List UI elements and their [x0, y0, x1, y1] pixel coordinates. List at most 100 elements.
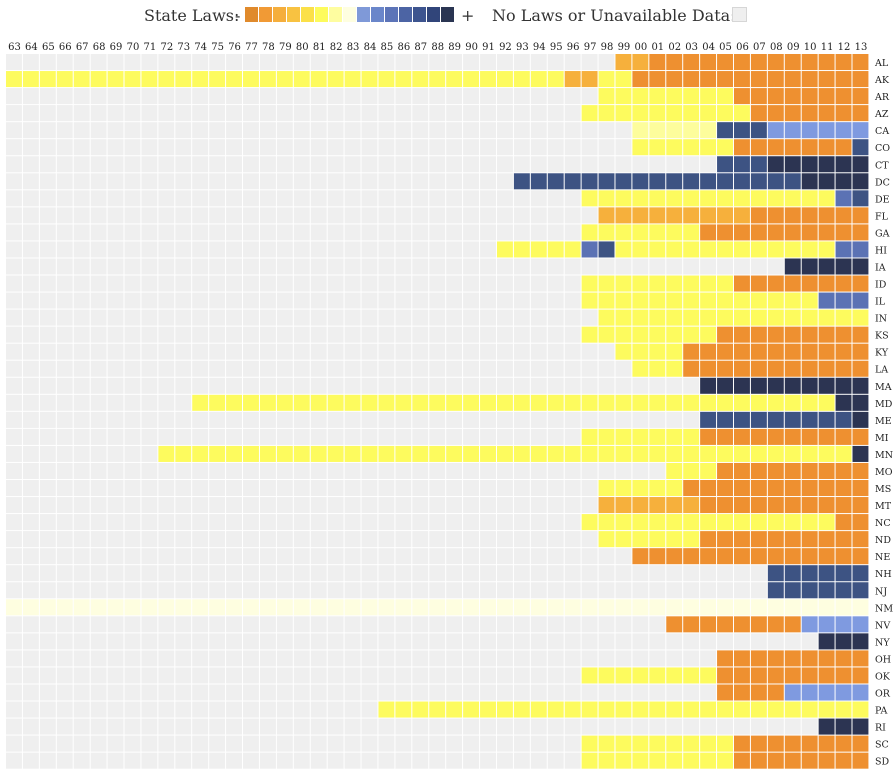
heatmap-cell[interactable] [141, 718, 158, 735]
heatmap-cell[interactable] [56, 445, 73, 462]
heatmap-cell[interactable] [463, 514, 480, 531]
heatmap-cell[interactable] [39, 445, 56, 462]
heatmap-cell[interactable] [6, 633, 22, 650]
heatmap-cell[interactable] [767, 360, 784, 377]
heatmap-cell[interactable] [73, 190, 90, 207]
heatmap-cell[interactable] [784, 326, 801, 343]
heatmap-cell[interactable] [463, 377, 480, 394]
heatmap-cell[interactable] [717, 54, 733, 71]
heatmap-cell[interactable] [412, 173, 429, 190]
heatmap-cell[interactable] [446, 292, 463, 309]
heatmap-cell[interactable] [344, 190, 361, 207]
heatmap-cell[interactable] [446, 718, 463, 735]
heatmap-cell[interactable] [192, 428, 209, 445]
heatmap-cell[interactable] [158, 701, 175, 718]
heatmap-cell[interactable] [581, 650, 598, 667]
heatmap-cell[interactable] [22, 633, 39, 650]
heatmap-cell[interactable] [700, 650, 717, 667]
heatmap-cell[interactable] [717, 565, 733, 582]
heatmap-cell[interactable] [124, 377, 141, 394]
heatmap-cell[interactable] [683, 173, 700, 190]
heatmap-cell[interactable] [124, 684, 141, 701]
heatmap-cell[interactable] [496, 258, 513, 275]
heatmap-cell[interactable] [378, 616, 395, 633]
heatmap-cell[interactable] [801, 88, 818, 105]
heatmap-cell[interactable] [361, 326, 378, 343]
heatmap-cell[interactable] [581, 71, 598, 88]
heatmap-cell[interactable] [124, 156, 141, 173]
heatmap-cell[interactable] [158, 684, 175, 701]
heatmap-cell[interactable] [598, 462, 615, 479]
heatmap-cell[interactable] [496, 88, 513, 105]
heatmap-cell[interactable] [598, 173, 615, 190]
heatmap-cell[interactable] [649, 411, 666, 428]
heatmap-cell[interactable] [310, 54, 327, 71]
heatmap-cell[interactable] [598, 207, 615, 224]
heatmap-cell[interactable] [480, 207, 496, 224]
heatmap-cell[interactable] [243, 156, 259, 173]
heatmap-cell[interactable] [175, 394, 192, 411]
heatmap-cell[interactable] [632, 377, 649, 394]
heatmap-cell[interactable] [632, 207, 649, 224]
heatmap-cell[interactable] [801, 394, 818, 411]
heatmap-cell[interactable] [73, 735, 90, 752]
heatmap-cell[interactable] [480, 122, 496, 139]
heatmap-cell[interactable] [259, 156, 276, 173]
heatmap-cell[interactable] [158, 735, 175, 752]
heatmap-cell[interactable] [73, 480, 90, 497]
heatmap-cell[interactable] [141, 139, 158, 156]
heatmap-cell[interactable] [463, 360, 480, 377]
heatmap-cell[interactable] [547, 241, 564, 258]
heatmap-cell[interactable] [733, 343, 750, 360]
heatmap-cell[interactable] [784, 582, 801, 599]
heatmap-cell[interactable] [175, 173, 192, 190]
heatmap-cell[interactable] [547, 88, 564, 105]
heatmap-cell[interactable] [632, 275, 649, 292]
heatmap-cell[interactable] [852, 360, 869, 377]
heatmap-cell[interactable] [107, 207, 124, 224]
heatmap-cell[interactable] [327, 667, 344, 684]
heatmap-cell[interactable] [547, 105, 564, 122]
heatmap-cell[interactable] [818, 718, 835, 735]
heatmap-cell[interactable] [615, 292, 632, 309]
heatmap-cell[interactable] [632, 139, 649, 156]
heatmap-cell[interactable] [564, 497, 581, 514]
heatmap-cell[interactable] [480, 684, 496, 701]
heatmap-cell[interactable] [615, 531, 632, 548]
heatmap-cell[interactable] [530, 701, 547, 718]
heatmap-cell[interactable] [158, 360, 175, 377]
heatmap-cell[interactable] [293, 241, 310, 258]
heatmap-cell[interactable] [378, 445, 395, 462]
heatmap-cell[interactable] [124, 599, 141, 616]
heatmap-cell[interactable] [767, 445, 784, 462]
heatmap-cell[interactable] [666, 411, 683, 428]
heatmap-cell[interactable] [818, 684, 835, 701]
heatmap-cell[interactable] [209, 105, 226, 122]
heatmap-cell[interactable] [73, 173, 90, 190]
heatmap-cell[interactable] [852, 122, 869, 139]
heatmap-cell[interactable] [276, 411, 293, 428]
heatmap-cell[interactable] [632, 241, 649, 258]
heatmap-cell[interactable] [733, 156, 750, 173]
heatmap-cell[interactable] [818, 411, 835, 428]
heatmap-cell[interactable] [276, 718, 293, 735]
heatmap-cell[interactable] [666, 548, 683, 565]
heatmap-cell[interactable] [259, 599, 276, 616]
heatmap-cell[interactable] [429, 139, 446, 156]
heatmap-cell[interactable] [344, 224, 361, 241]
heatmap-cell[interactable] [615, 701, 632, 718]
heatmap-cell[interactable] [564, 258, 581, 275]
heatmap-cell[interactable] [496, 582, 513, 599]
heatmap-cell[interactable] [175, 105, 192, 122]
heatmap-cell[interactable] [581, 207, 598, 224]
heatmap-cell[interactable] [327, 684, 344, 701]
heatmap-cell[interactable] [615, 156, 632, 173]
heatmap-cell[interactable] [192, 190, 209, 207]
heatmap-cell[interactable] [293, 71, 310, 88]
heatmap-cell[interactable] [480, 343, 496, 360]
heatmap-cell[interactable] [649, 275, 666, 292]
heatmap-cell[interactable] [733, 122, 750, 139]
heatmap-cell[interactable] [598, 684, 615, 701]
heatmap-cell[interactable] [276, 156, 293, 173]
heatmap-cell[interactable] [192, 701, 209, 718]
